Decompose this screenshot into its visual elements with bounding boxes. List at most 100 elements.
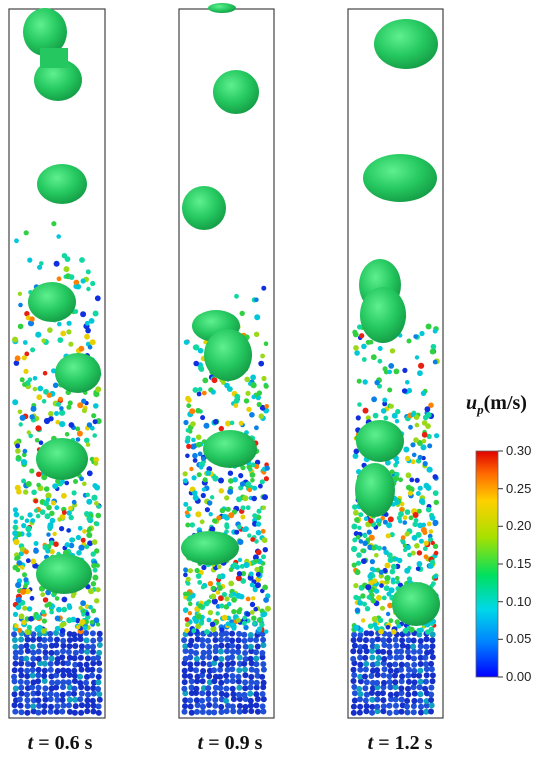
particle	[356, 648, 363, 655]
particle	[48, 540, 55, 546]
particle	[49, 679, 55, 686]
particle	[41, 667, 48, 674]
particle	[11, 702, 18, 709]
particle	[245, 481, 252, 487]
particle	[387, 369, 393, 375]
particle	[212, 475, 219, 482]
particle	[83, 661, 90, 668]
particle	[23, 583, 28, 589]
particle	[362, 685, 369, 692]
particle	[40, 609, 46, 615]
particle	[54, 703, 61, 710]
particle	[389, 532, 395, 538]
particle	[71, 631, 78, 638]
particle	[231, 609, 237, 615]
particle	[369, 654, 376, 661]
particle	[85, 691, 91, 698]
particle	[240, 514, 246, 520]
particle	[24, 661, 31, 667]
particle	[252, 513, 258, 519]
particle	[60, 684, 66, 691]
particle	[76, 430, 83, 437]
time-label-2: t = 0.9 s	[170, 732, 290, 755]
particle	[75, 426, 81, 432]
particle	[398, 690, 405, 697]
particle	[382, 366, 388, 372]
particle	[39, 509, 46, 515]
particle	[86, 286, 91, 292]
particle	[41, 618, 48, 624]
particle	[382, 546, 387, 551]
particle	[30, 703, 37, 710]
particle	[190, 443, 197, 450]
particle	[401, 388, 408, 394]
particle	[368, 518, 374, 524]
colorbar-units: (m/s)	[483, 392, 527, 414]
particle	[96, 630, 103, 637]
particle	[254, 696, 261, 703]
particle	[366, 529, 372, 535]
particle	[93, 456, 99, 463]
particle	[356, 596, 362, 601]
particle	[46, 601, 53, 607]
particle	[405, 637, 412, 644]
particle	[223, 692, 230, 698]
particle	[48, 673, 55, 680]
particle	[35, 672, 42, 679]
particle	[406, 338, 412, 344]
particle	[261, 375, 267, 382]
particle	[423, 482, 430, 489]
particle	[187, 661, 194, 668]
particle	[428, 402, 434, 408]
particle	[402, 515, 408, 520]
particle	[356, 685, 363, 692]
particle	[229, 678, 236, 685]
particle	[256, 626, 263, 632]
particle	[12, 507, 18, 513]
particle	[24, 697, 31, 704]
particle	[68, 514, 74, 521]
particle	[230, 708, 237, 715]
particle	[428, 660, 435, 667]
particle	[236, 660, 243, 667]
particle	[351, 562, 357, 568]
particle	[182, 697, 189, 704]
particle	[191, 628, 197, 634]
particle	[242, 656, 249, 662]
particle	[38, 440, 44, 446]
particle	[209, 526, 216, 533]
particle	[245, 390, 251, 396]
particle	[188, 690, 195, 697]
particle	[18, 655, 25, 662]
particle	[382, 519, 388, 525]
particle	[369, 703, 376, 710]
particle	[249, 601, 256, 608]
particle	[247, 643, 254, 650]
particle	[398, 666, 405, 673]
particle	[409, 477, 415, 483]
particle	[94, 521, 100, 527]
particle	[53, 260, 60, 267]
particle	[393, 642, 400, 649]
particle	[258, 360, 265, 367]
particle	[351, 631, 358, 638]
particle	[56, 234, 61, 239]
particle	[357, 691, 364, 698]
particle	[197, 451, 203, 457]
particle	[201, 390, 207, 396]
particle	[413, 437, 419, 443]
particle	[181, 667, 188, 674]
particle	[72, 643, 79, 649]
particle	[362, 673, 368, 680]
panel-1	[8, 8, 106, 719]
particle	[247, 533, 252, 538]
particle	[350, 666, 357, 673]
particle	[48, 411, 54, 417]
particle	[54, 636, 60, 643]
particle	[35, 684, 42, 691]
particle	[80, 278, 86, 284]
particle	[77, 673, 84, 680]
particle	[260, 679, 267, 686]
particle	[61, 492, 67, 499]
particle	[351, 672, 358, 679]
